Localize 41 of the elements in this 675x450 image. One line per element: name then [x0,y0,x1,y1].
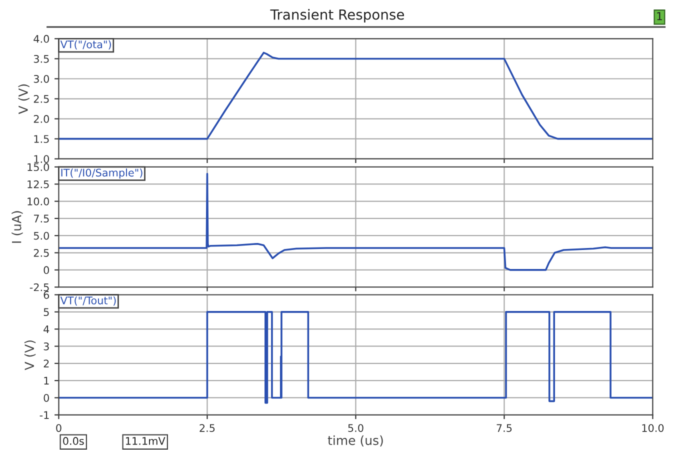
y-tick-label: 7.5 [34,214,49,223]
y-axis-title: V (V) [18,84,30,114]
y-tick-label: 0 [44,266,50,274]
y-tick-label: 1.0 [34,155,50,163]
y-tick-label: 3 [44,342,49,350]
chart-title: Transient Response [270,9,404,22]
text: 11.1mV [126,437,166,445]
y-tick-label: 2.5 [34,95,49,103]
y-tick-label: 4 [44,325,50,334]
y-tick-label: 10.0 [28,198,50,206]
y-tick-label: 3.0 [34,74,50,83]
text: IT("/I0/Sample") [61,168,142,179]
text: VT("/ota") [60,40,111,50]
text: 1 [657,12,662,20]
y-tick-label: 1.5 [34,135,49,143]
y-tick-label: 5 [44,308,49,316]
x-tick-label: 2.5 [200,424,215,432]
x-axis-title: time (us) [328,435,383,447]
x-tick-label: 0 [56,424,62,432]
y-tick-label: 2.5 [34,249,49,257]
line-series [58,52,653,140]
y-tick-label: 4.0 [34,34,50,43]
line-series [58,311,653,404]
y-tick-label: 1 [44,376,49,385]
x-tick-label: 5.0 [348,424,364,432]
y-tick-label: 2 [44,360,49,368]
x-tick-label: 7.5 [496,424,512,432]
text: VT("/Tout") [60,296,116,306]
y-tick-label: 0 [44,394,50,402]
y-axis-title: V (V) [24,340,36,370]
y-axis-title: I (uA) [12,211,23,243]
y-tick-label: 2.0 [34,115,50,123]
text: 0.0s [63,437,84,445]
y-tick-label: -2.5 [30,283,49,292]
y-tick-label: 5.0 [34,232,50,240]
x-tick-label: 10.0 [642,424,664,432]
y-tick-label: 6 [44,290,50,299]
y-tick-label: 3.5 [34,54,49,63]
y-tick-label: 12.5 [28,180,49,188]
y-tick-label: 15.0 [28,163,50,172]
y-tick-label: -1 [40,411,49,419]
